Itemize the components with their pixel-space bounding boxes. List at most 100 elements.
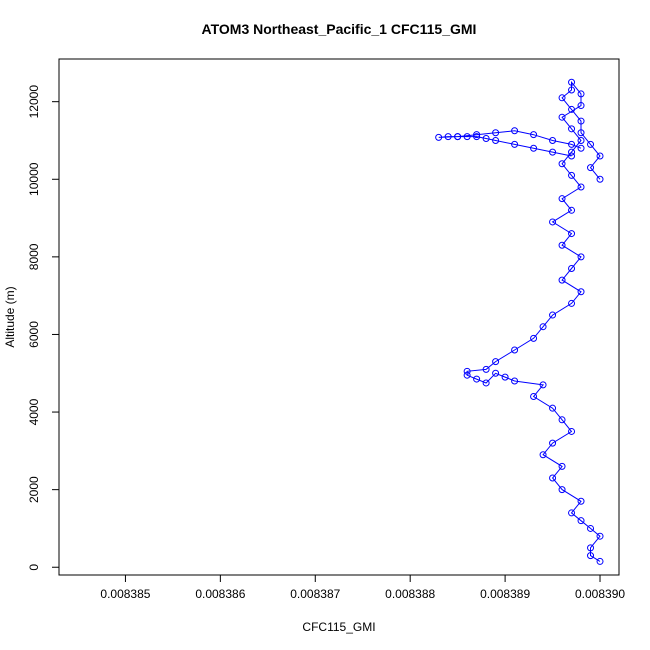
- data-point: [577, 497, 585, 505]
- data-point: [473, 375, 481, 383]
- data-point: [482, 365, 490, 373]
- y-axis-label: Altitude (m): [3, 286, 17, 347]
- data-point: [558, 160, 566, 168]
- data-point: [558, 94, 566, 102]
- data-point: [587, 552, 595, 560]
- y-tick-label: 12000: [27, 85, 41, 119]
- data-point: [539, 323, 547, 331]
- data-point: [596, 557, 604, 565]
- data-point: [463, 133, 471, 141]
- series-layer: [435, 78, 604, 565]
- data-point: [549, 439, 557, 447]
- data-point: [577, 129, 585, 137]
- data-point: [568, 299, 576, 307]
- data-point: [568, 265, 576, 273]
- x-axis-label: CFC115_GMI: [302, 620, 375, 634]
- data-point: [568, 206, 576, 214]
- data-point: [558, 276, 566, 284]
- data-point: [511, 346, 519, 354]
- x-tick-label: 0.008385: [100, 587, 150, 601]
- y-tick-label: 6000: [27, 321, 41, 348]
- data-point: [596, 152, 604, 160]
- y-tick-label: 8000: [27, 243, 41, 270]
- data-point: [463, 367, 471, 375]
- data-point: [549, 404, 557, 412]
- data-point: [568, 125, 576, 133]
- data-point: [492, 129, 500, 137]
- data-point: [549, 136, 557, 144]
- y-tick-label: 10000: [27, 162, 41, 196]
- x-tick-label: 0.008386: [195, 587, 245, 601]
- data-point: [568, 86, 576, 94]
- data-point: [577, 102, 585, 110]
- data-point: [482, 135, 490, 143]
- data-point: [482, 379, 490, 387]
- data-point: [539, 381, 547, 389]
- data-point: [492, 369, 500, 377]
- data-point: [568, 509, 576, 517]
- x-tick-label: 0.008390: [575, 587, 625, 601]
- data-point: [492, 136, 500, 144]
- data-point: [568, 105, 576, 113]
- data-point: [463, 371, 471, 379]
- data-point: [577, 288, 585, 296]
- data-point: [511, 127, 519, 135]
- data-point: [577, 144, 585, 152]
- series-line: [466, 80, 601, 562]
- y-tick-label: 0: [27, 564, 41, 571]
- data-point: [577, 117, 585, 125]
- data-point: [549, 311, 557, 319]
- data-point: [501, 373, 509, 381]
- data-point: [568, 171, 576, 179]
- data-point: [596, 175, 604, 183]
- data-point: [577, 90, 585, 98]
- data-point: [435, 133, 443, 141]
- data-point: [568, 78, 576, 86]
- data-point: [530, 131, 538, 139]
- data-point: [558, 416, 566, 424]
- y-axis: 0 2000 4000 6000 8000 10000 12000: [27, 85, 59, 571]
- data-point: [530, 334, 538, 342]
- data-point: [568, 230, 576, 238]
- x-tick-label: 0.008388: [385, 587, 435, 601]
- x-axis: 0.008385 0.008386 0.008387 0.008388 0.008389…: [100, 575, 625, 601]
- data-point: [577, 183, 585, 191]
- data-point: [530, 144, 538, 152]
- data-point: [454, 133, 462, 141]
- x-tick-label: 0.008389: [480, 587, 530, 601]
- data-point: [577, 136, 585, 144]
- data-point: [473, 131, 481, 139]
- data-point: [492, 358, 500, 366]
- data-point: [558, 486, 566, 494]
- data-point: [568, 148, 576, 156]
- y-tick-label: 2000: [27, 476, 41, 503]
- data-point: [568, 427, 576, 435]
- data-point: [568, 140, 576, 148]
- data-point: [530, 393, 538, 401]
- data-point: [587, 524, 595, 532]
- plot-border: [58, 58, 620, 576]
- data-point: [587, 544, 595, 552]
- data-point: [568, 152, 576, 160]
- chart-title: ATOM3 Northeast_Pacific_1 CFC115_GMI: [202, 21, 477, 37]
- data-point: [558, 113, 566, 121]
- data-point: [444, 133, 452, 141]
- data-point: [511, 377, 519, 385]
- data-point: [558, 462, 566, 470]
- data-point: [587, 164, 595, 172]
- data-point: [577, 517, 585, 525]
- data-point: [558, 241, 566, 249]
- data-point: [558, 195, 566, 203]
- data-point: [549, 148, 557, 156]
- data-point: [539, 451, 547, 459]
- x-tick-label: 0.008387: [290, 587, 340, 601]
- series-line: [438, 130, 582, 157]
- y-tick-label: 4000: [27, 398, 41, 425]
- data-point: [577, 253, 585, 261]
- data-point: [596, 532, 604, 540]
- data-point: [549, 474, 557, 482]
- data-point: [511, 140, 519, 148]
- data-point: [587, 140, 595, 148]
- data-point: [549, 218, 557, 226]
